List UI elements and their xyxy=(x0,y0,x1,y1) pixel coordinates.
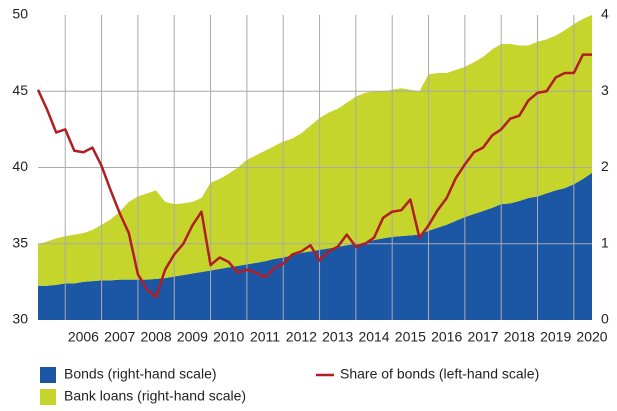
y2-tick-label: 4 xyxy=(601,6,609,22)
y2-tick-label: 0 xyxy=(601,311,609,327)
x-tick-label: 2015 xyxy=(395,329,426,345)
line xyxy=(36,53,592,299)
legend-label: Share of bonds (left-hand scale) xyxy=(340,366,539,382)
x-tick-label: 2019 xyxy=(540,329,571,345)
x-tick-label: 2007 xyxy=(104,329,135,345)
legend-swatch xyxy=(40,389,56,405)
y-tick-label: 40 xyxy=(12,158,28,174)
legend-swatch xyxy=(40,367,56,383)
x-tick-label: 2006 xyxy=(68,329,99,345)
x-tick-label: 2016 xyxy=(431,329,462,345)
area xyxy=(38,15,592,286)
y2-tick-label: 2 xyxy=(601,158,609,174)
area xyxy=(38,172,592,320)
x-tick-label: 2014 xyxy=(358,329,389,345)
x-tick-label: 2018 xyxy=(504,329,535,345)
legend-label: Bonds (right-hand scale) xyxy=(64,366,217,382)
legend-label: Bank loans (right-hand scale) xyxy=(64,388,246,404)
y-tick-label: 50 xyxy=(12,6,28,22)
y-tick-label: 45 xyxy=(12,82,28,98)
x-tick-label: 2008 xyxy=(140,329,171,345)
x-tick-label: 2017 xyxy=(467,329,498,345)
lines xyxy=(36,53,592,299)
x-tick-label: 2011 xyxy=(250,329,280,345)
x-tick-label: 2009 xyxy=(177,329,208,345)
grid xyxy=(38,15,592,320)
areas xyxy=(38,15,592,320)
y2-tick-label: 1 xyxy=(601,234,609,250)
x-tick-label: 2020 xyxy=(576,329,607,345)
y-tick-label: 30 xyxy=(12,311,28,327)
y2-tick-label: 3 xyxy=(601,82,609,98)
y-tick-label: 35 xyxy=(12,234,28,250)
x-tick-label: 2013 xyxy=(322,329,353,345)
x-tick-label: 2012 xyxy=(286,329,317,345)
x-tick-label: 2010 xyxy=(213,329,244,345)
